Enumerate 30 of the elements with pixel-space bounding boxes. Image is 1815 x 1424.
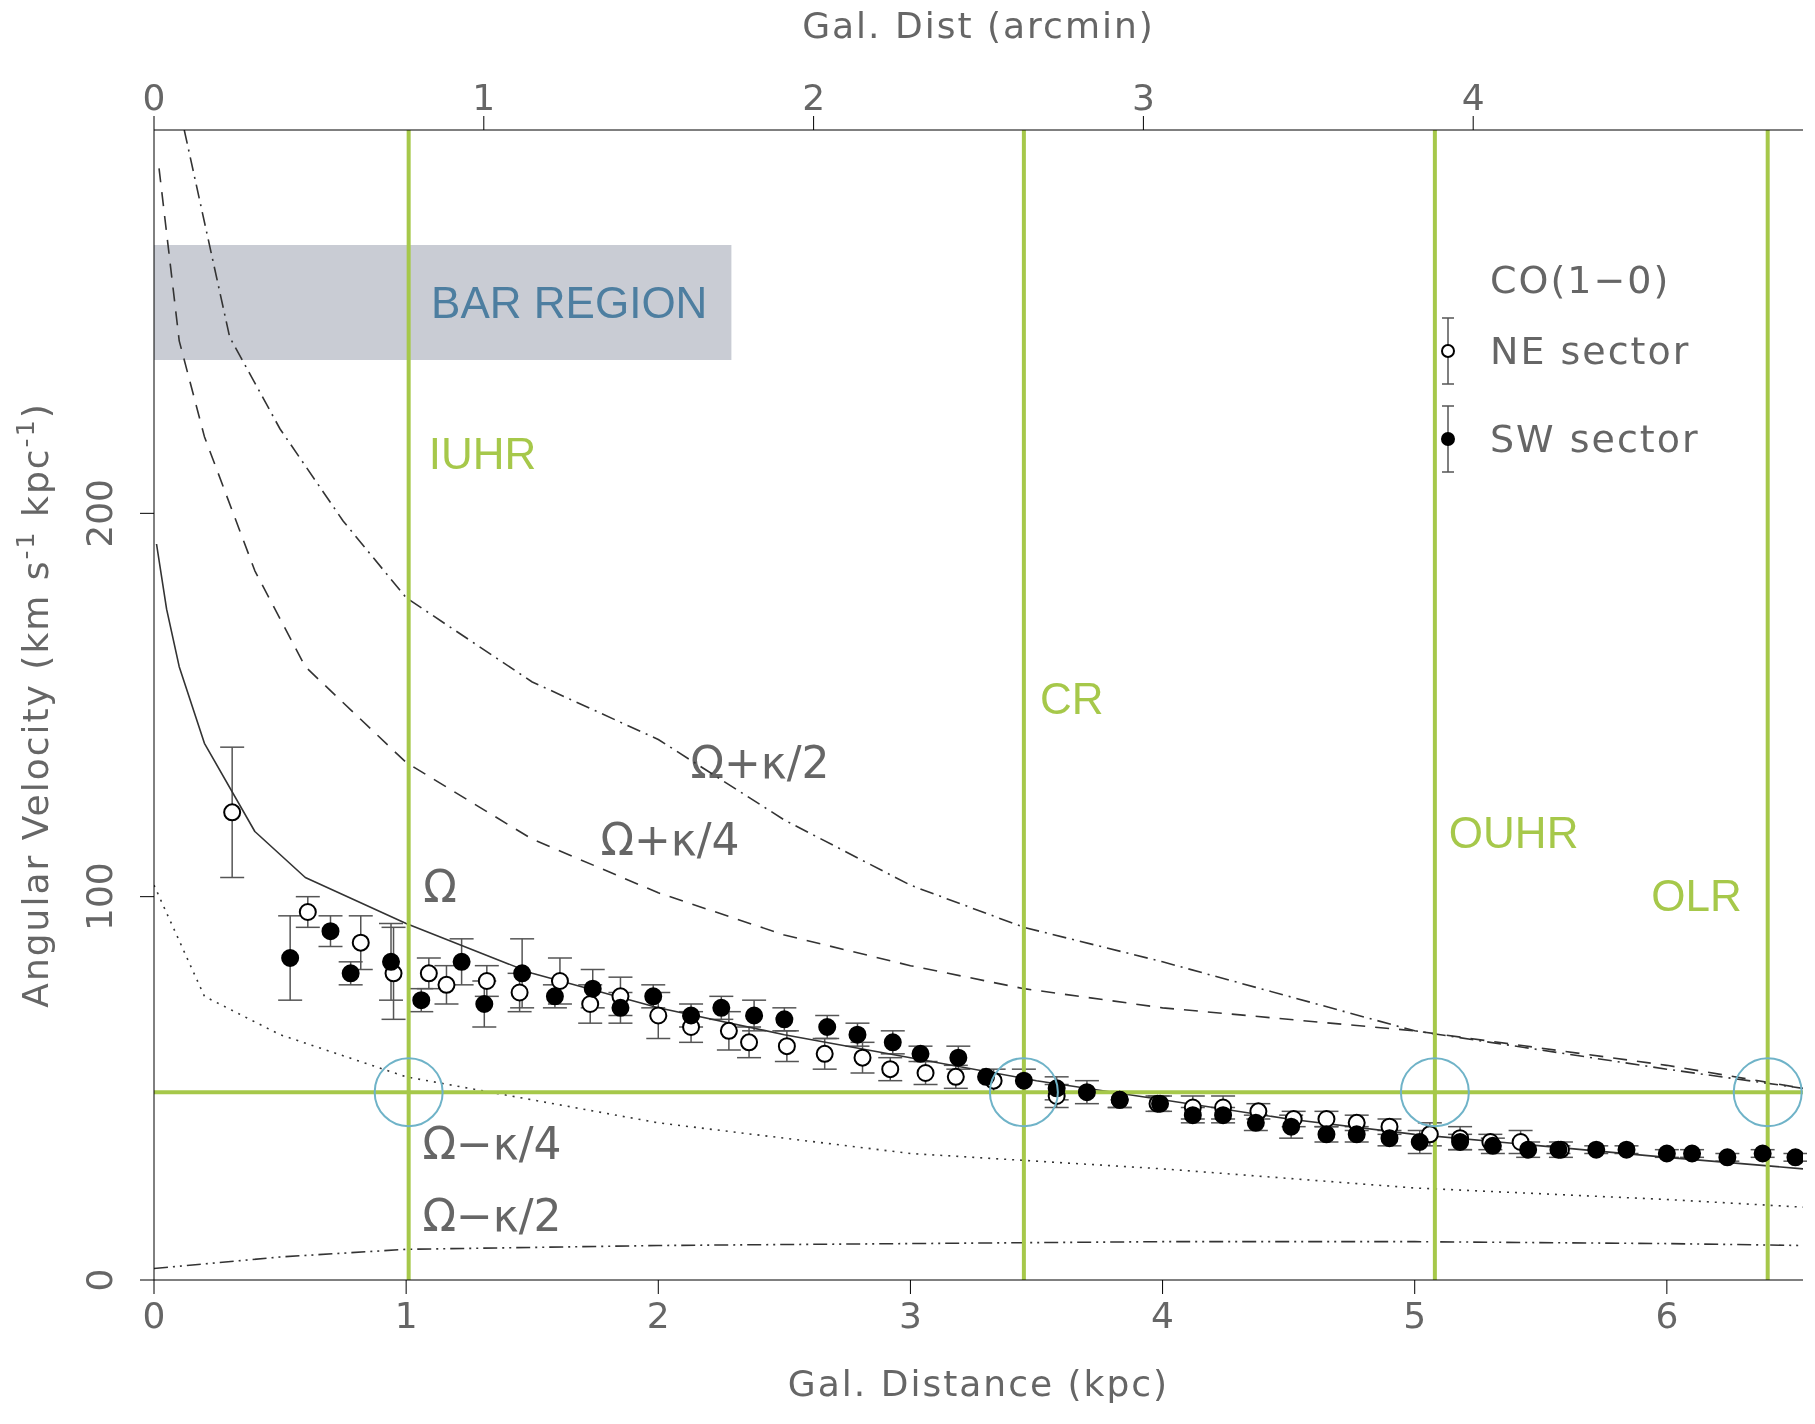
band-label: BAR REGION [431,278,708,328]
annotation: Ω+κ/2 [690,737,830,788]
legend-label: SW sector [1490,417,1700,461]
annotation: Ω [423,861,457,912]
ref-line-label: OUHR [1448,807,1579,857]
ref-line-label: IUHR [428,428,537,478]
x-tick-label: 3 [898,1294,922,1336]
legend-label: NE sector [1490,329,1691,373]
x2-tick-label: 0 [142,77,166,118]
x-tick-label: 5 [1403,1294,1427,1336]
ref-line-label: OLR [1651,870,1742,920]
x-tick-label: 4 [1151,1294,1175,1336]
annotation: Ω−κ/4 [422,1118,562,1169]
x2-axis-title: Gal. Dist (arcmin) [802,4,1155,46]
y-tick-label: 100 [79,862,120,932]
y-tick-label: 0 [79,1268,120,1292]
legend-title: CO(1−0) [1490,258,1672,302]
x2-tick-label: 2 [802,77,826,118]
x-tick-label: 2 [646,1294,670,1336]
x-tick-label: 6 [1655,1294,1679,1336]
x-tick-label: 1 [394,1294,418,1336]
annotation: Ω−κ/2 [422,1190,562,1241]
x2-tick-label: 1 [472,77,496,118]
x-tick-label: 0 [142,1294,166,1336]
ref-line-label: CR [1039,673,1104,723]
annotation: Ω+κ/4 [600,814,740,865]
x2-tick-label: 3 [1131,77,1155,118]
y-tick-label: 200 [79,478,120,548]
x-axis-title: Gal. Distance (kpc) [787,1363,1170,1404]
x2-tick-label: 4 [1461,77,1485,118]
